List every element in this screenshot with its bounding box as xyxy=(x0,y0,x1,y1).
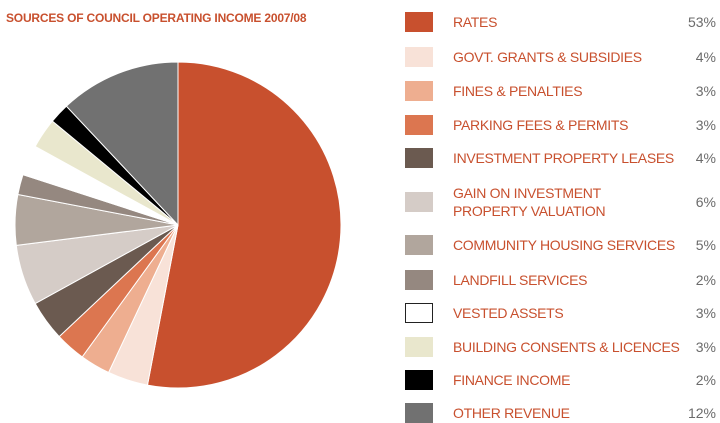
legend-label: INVESTMENT PROPERTY LEASES xyxy=(453,150,674,166)
legend-label: COMMUNITY HOUSING SERVICES xyxy=(453,237,675,253)
legend-swatch xyxy=(405,337,433,357)
legend-value: 4% xyxy=(695,150,716,166)
pie-slice xyxy=(146,61,342,389)
legend-label: FINES & PENALTIES xyxy=(453,83,583,99)
legend-swatch xyxy=(405,235,433,255)
legend-value: 6% xyxy=(695,194,716,210)
pie-chart xyxy=(14,61,342,389)
legend-swatch xyxy=(405,12,433,32)
legend-swatch xyxy=(405,403,433,423)
legend-value: 53% xyxy=(687,14,716,30)
legend-label: LANDFILL SERVICES xyxy=(453,272,588,288)
legend-value: 4% xyxy=(695,49,716,65)
legend-label: GOVT. GRANTS & SUBSIDIES xyxy=(453,49,642,65)
chart-title: SOURCES OF COUNCIL OPERATING INCOME 2007… xyxy=(6,11,307,25)
legend-value: 12% xyxy=(687,405,716,421)
legend-value: 2% xyxy=(695,372,716,388)
legend-value: 3% xyxy=(695,305,716,321)
pie-slice xyxy=(65,61,179,227)
legend-value: 3% xyxy=(695,83,716,99)
legend-swatch xyxy=(405,148,433,168)
legend-value: 2% xyxy=(695,272,716,288)
legend-value: 3% xyxy=(695,117,716,133)
legend-label: VESTED ASSETS xyxy=(453,305,564,321)
legend-label: RATES xyxy=(453,14,498,30)
legend-label: GAIN ON INVESTMENT PROPERTY VALUATION xyxy=(453,185,606,219)
legend-label: FINANCE INCOME xyxy=(453,372,571,388)
legend-value: 5% xyxy=(695,237,716,253)
legend-swatch xyxy=(405,303,433,323)
legend-swatch xyxy=(405,81,433,101)
legend-swatch xyxy=(405,192,433,212)
legend-value: 3% xyxy=(695,339,716,355)
legend-label: PARKING FEES & PERMITS xyxy=(453,117,629,133)
legend-swatch xyxy=(405,270,433,290)
legend-swatch xyxy=(405,370,433,390)
legend-label: BUILDING CONSENTS & LICENCES xyxy=(453,339,680,355)
legend-label: OTHER REVENUE xyxy=(453,405,570,421)
legend-swatch xyxy=(405,115,433,135)
legend-swatch xyxy=(405,47,433,67)
